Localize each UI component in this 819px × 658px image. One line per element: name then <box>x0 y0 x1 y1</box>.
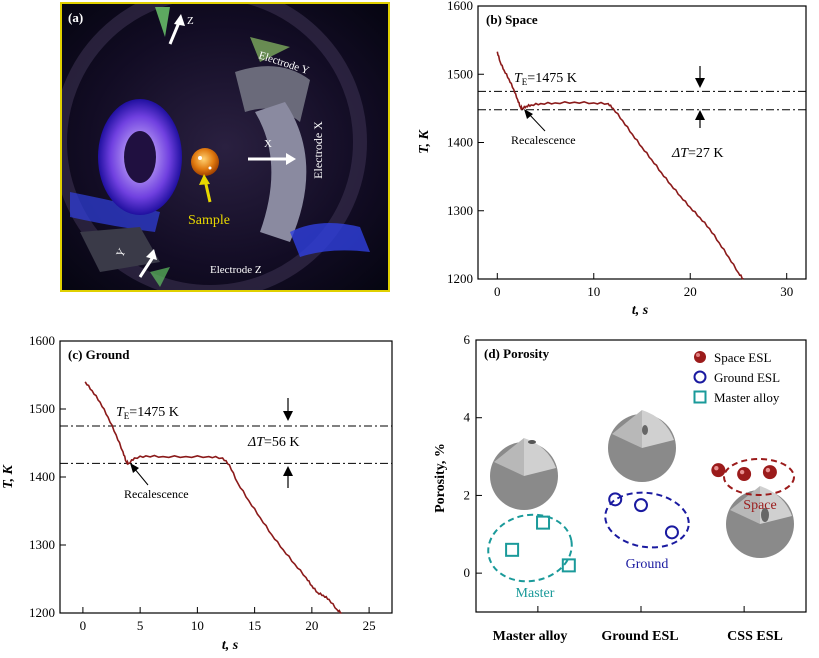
master-alloy-point <box>536 515 551 530</box>
sample-droplet <box>191 148 219 176</box>
category-ground-esl: Ground ESL <box>601 629 678 644</box>
panel-c-recalescence-arrow <box>133 467 149 486</box>
space-esl-point <box>737 467 752 482</box>
ground-group-label: Ground <box>626 557 669 572</box>
ground-sphere-illustration <box>608 410 676 482</box>
c-xtick-label: 15 <box>248 618 261 633</box>
ground-group-ellipse <box>604 491 690 549</box>
electrode-x-shape <box>255 102 307 242</box>
c-xtick-label: 10 <box>191 618 204 633</box>
panel-c-chart: 0 5 10 15 20 25 1200 1300 1400 1500 1600 (c) Groun… <box>1 333 393 653</box>
b-xtick-label: 10 <box>587 284 600 299</box>
d-ytick-label: 0 <box>464 565 471 580</box>
master-alloy-point <box>505 542 520 557</box>
panel-c-frame <box>59 340 393 614</box>
legend-master-label: Master alloy <box>714 390 780 405</box>
space-group-label: Space <box>743 498 776 513</box>
panel-b-xlabel: t, s <box>632 303 649 318</box>
panel-b-title: (b) Space <box>486 12 538 27</box>
space-esl-point-highlight <box>765 467 771 473</box>
panel-c-te-label: TE=1475 K <box>116 405 179 421</box>
c-xtick-label: 5 <box>137 618 144 633</box>
z-label: Z <box>187 15 194 27</box>
master-alloy-point <box>561 558 576 573</box>
panel-c-xlabel: t, s <box>222 638 239 653</box>
panel-d-legend: Space ESL Ground ESL Master alloy <box>693 350 780 405</box>
space-sphere-illustration <box>726 486 794 558</box>
legend-master-marker <box>693 390 707 404</box>
b-ytick-label: 1200 <box>447 271 473 286</box>
c-xtick-label: 20 <box>305 618 318 633</box>
photo-border <box>60 2 390 292</box>
panel-a-label: (a) <box>68 10 83 25</box>
c-ytick-label: 1200 <box>29 605 55 620</box>
space-group-ellipse <box>723 458 795 496</box>
master-group-ellipse <box>487 513 573 583</box>
ground-esl-point <box>664 525 679 540</box>
c-xtick-label: 0 <box>80 618 87 633</box>
panel-c-title: (c) Ground <box>68 347 130 362</box>
electrode-y-shape <box>235 66 310 122</box>
electrode-z-shape <box>80 227 160 272</box>
panel-b-recalescence-arrow <box>527 112 546 132</box>
c-ytick-label: 1500 <box>29 401 55 416</box>
x-label: X <box>264 138 272 150</box>
d-ytick-label: 2 <box>464 487 471 502</box>
b-xtick-label: 30 <box>780 284 793 299</box>
b-xtick-label: 0 <box>494 284 501 299</box>
b-ytick-label: 1500 <box>447 66 473 81</box>
space-esl-point <box>762 465 777 480</box>
b-ytick-label: 1300 <box>447 203 473 218</box>
legend-space-label: Space ESL <box>714 350 771 365</box>
category-master-alloy: Master alloy <box>493 629 568 644</box>
panel-b-ylabel: T, K <box>417 129 432 154</box>
b-ytick-label: 1600 <box>447 0 473 13</box>
b-ytick-label: 1400 <box>447 135 473 150</box>
c-xtick-label: 25 <box>363 618 376 633</box>
d-ytick-label: 6 <box>464 332 471 347</box>
c-ytick-label: 1300 <box>29 537 55 552</box>
levitation-photo: (a) Z Electrode Y X Electrode X Sample Y… <box>60 2 390 292</box>
d-ytick-label: 4 <box>464 410 471 425</box>
panel-d-chart: 0 2 4 6 (d) Porosity Porosity, % Master Gro… <box>433 332 807 644</box>
panel-d-ylabel: Porosity, % <box>433 443 448 513</box>
electrode-x-label: Electrode X <box>311 121 325 179</box>
c-ytick-label: 1600 <box>29 333 55 348</box>
y-axis-arrow <box>138 256 155 278</box>
legend-space-marker <box>694 351 706 363</box>
panel-c-ylabel: T, K <box>1 464 16 489</box>
panel-c-temperature-curve <box>84 381 342 614</box>
panel-b-dt-label: ΔT=27 K <box>671 146 724 161</box>
panel-d-title: (d) Porosity <box>484 346 550 361</box>
panel-c-dt-label: ΔT=56 K <box>247 435 300 450</box>
sample-label: Sample <box>188 213 230 228</box>
space-esl-point-highlight <box>739 469 745 475</box>
panel-c-recalescence-label: Recalescence <box>124 487 189 501</box>
panel-b-te-label: TE=1475 K <box>514 71 577 87</box>
space-esl-point <box>711 463 726 478</box>
master-sphere-illustration <box>490 438 558 510</box>
ground-esl-point <box>608 492 623 507</box>
space-esl-point-highlight <box>714 465 719 471</box>
panel-b-chart: 0 10 20 30 1200 1300 1400 1500 1600 (b) Space t,… <box>417 0 807 318</box>
ground-esl-point <box>634 498 648 513</box>
legend-ground-marker <box>693 370 707 384</box>
panel-b-recalescence-label: Recalescence <box>511 133 576 147</box>
electrode-z-label: Electrode Z <box>210 264 262 276</box>
master-group-label: Master <box>516 586 555 601</box>
category-css-esl: CSS ESL <box>727 629 783 644</box>
b-xtick-label: 20 <box>684 284 697 299</box>
panel-b-temperature-curve <box>496 51 744 280</box>
legend-ground-label: Ground ESL <box>714 370 780 385</box>
c-ytick-label: 1400 <box>29 469 55 484</box>
